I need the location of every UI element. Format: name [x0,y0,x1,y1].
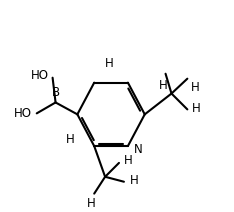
Text: HO: HO [14,107,32,120]
Text: H: H [105,57,113,70]
Text: HO: HO [31,69,49,82]
Text: N: N [134,142,143,156]
Text: H: H [66,133,75,146]
Text: H: H [129,174,138,187]
Text: H: H [159,79,168,92]
Text: H: H [87,197,96,210]
Text: H: H [192,102,201,115]
Text: H: H [124,154,133,167]
Text: H: H [191,81,200,94]
Text: B: B [51,86,60,99]
